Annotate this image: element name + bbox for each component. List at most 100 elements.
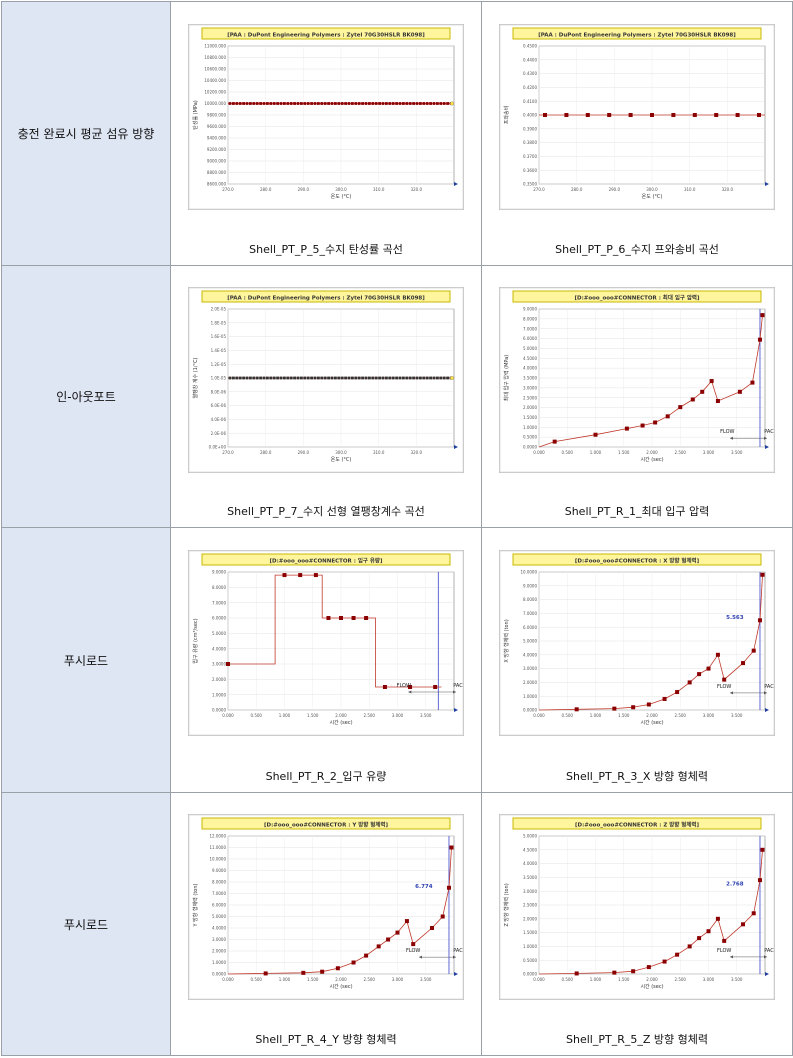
data-point	[357, 376, 361, 379]
series-line	[538, 314, 763, 447]
data-point	[378, 376, 381, 379]
data-point	[296, 101, 300, 105]
data-point	[245, 376, 249, 379]
y-tick-label: 0.4100	[523, 98, 537, 103]
chart-frame-inner	[188, 24, 464, 209]
y-tick-label: 0.4300	[523, 71, 537, 76]
data-point	[330, 376, 334, 379]
x-tick-label: 1.500	[618, 977, 630, 982]
value-annotation: 2.768	[726, 882, 744, 888]
data-point	[327, 101, 330, 105]
x-tick-label: 3.500	[731, 713, 743, 718]
data-point	[252, 376, 256, 379]
phase-arrow-head	[764, 691, 767, 695]
x-axis-label: 시간 (sec)	[640, 983, 663, 990]
data-point	[347, 101, 351, 105]
phase-label: FLOW	[717, 684, 731, 690]
y-axis-label: 탄성률 (MPa)	[192, 100, 199, 130]
data-point	[276, 376, 279, 379]
data-point	[272, 101, 276, 105]
data-point	[412, 101, 415, 105]
data-point	[398, 376, 402, 379]
x-tick-label: 2.000	[335, 713, 347, 718]
y-tick-label: 0.4500	[523, 43, 537, 48]
x-axis-label: 시간 (sec)	[329, 719, 352, 726]
data-point	[351, 960, 356, 965]
y-tick-label: 3.0000	[212, 937, 226, 942]
x-tick-label: 0.500	[562, 977, 574, 982]
table-row: 푸시로드 [D:#ooo_ooo#CONNECTOR : Y 방향 형체력] 12…	[1, 792, 793, 1056]
data-point-end	[450, 375, 454, 380]
x-tick-label: 320.0	[722, 187, 734, 192]
y-tick-label: 4.0000	[523, 365, 537, 370]
data-point	[320, 376, 324, 379]
data-point	[687, 944, 692, 949]
data-point	[272, 376, 276, 379]
y-tick-label: 6.0000	[212, 616, 226, 621]
chart-title: [PAA : DuPont Engineering Polymers : Zyt…	[227, 295, 425, 301]
data-point	[665, 413, 670, 418]
y-tick-label: 0.0000	[523, 972, 537, 977]
data-point	[303, 101, 307, 105]
y-tick-label: 2.0000	[523, 916, 537, 921]
data-point	[326, 616, 331, 620]
x-tick-label: 3.500	[731, 977, 743, 982]
data-point	[293, 376, 296, 379]
phase-arrow-head	[408, 690, 412, 694]
data-point	[334, 101, 337, 105]
y-tick-label: 10.0000	[520, 570, 537, 575]
x-axis-arrow	[454, 708, 458, 712]
y-tick-label: 0.0000	[212, 972, 226, 977]
data-point	[286, 376, 290, 379]
data-point	[323, 101, 327, 105]
data-point	[675, 952, 680, 957]
data-point	[320, 969, 325, 974]
data-point	[631, 705, 636, 710]
data-point	[760, 312, 765, 317]
x-axis-arrow	[765, 708, 769, 712]
y-tick-label: 0.3900	[523, 126, 537, 131]
chart-cell: [D:#ooo_ooo#CONNECTOR : X 방향 형체력] 10.0000…	[481, 527, 793, 793]
data-point	[330, 101, 334, 105]
data-point	[646, 702, 651, 707]
data-point	[419, 101, 422, 105]
x-tick-label: 0.000	[533, 450, 545, 455]
y-tick-label: 10800.000	[204, 55, 226, 60]
data-point	[760, 847, 765, 852]
y-tick-label: 5.0000	[212, 631, 226, 636]
y-tick-label: 9.0000	[523, 306, 537, 311]
x-tick-label: 2.500	[675, 450, 687, 455]
data-point	[238, 101, 242, 105]
data-point	[722, 677, 727, 682]
chart: [D:#ooo_ooo#CONNECTOR : X 방향 형체력] 10.0000…	[499, 550, 775, 736]
data-point	[263, 971, 268, 976]
y-tick-label: 5.0000	[212, 914, 226, 919]
data-point	[249, 376, 252, 379]
y-tick-label: 8800.000	[207, 170, 227, 175]
y-tick-label: 0.3500	[523, 181, 537, 186]
phase-arrow-head	[453, 955, 456, 959]
data-point	[402, 376, 405, 379]
data-point	[692, 112, 697, 117]
chart-caption: Shell_PT_R_4_Y 방향 형체력	[255, 1033, 397, 1046]
chart: [D:#ooo_ooo#CONNECTOR : 최대 입구 압력] 9.0000 8…	[499, 286, 775, 473]
data-point	[368, 101, 371, 105]
data-point	[354, 101, 358, 105]
chart-frame-inner	[499, 24, 775, 209]
chart-title-bar	[512, 817, 762, 830]
data-point	[675, 690, 680, 695]
x-tick-label: 1.000	[590, 713, 602, 718]
phase-label: FLOW	[406, 948, 420, 954]
x-axis-label: 온도 (°C)	[642, 194, 663, 200]
y-tick-label: 9.0000	[212, 868, 226, 873]
data-point	[262, 101, 266, 105]
data-point	[411, 942, 416, 947]
data-point	[436, 376, 439, 379]
x-axis-label: 온도 (°C)	[331, 457, 352, 463]
chart: [PAA : DuPont Engineering Polymers : Zyt…	[499, 23, 775, 210]
data-point	[425, 376, 429, 379]
data-point	[631, 969, 636, 974]
y-tick-label: 3.0000	[523, 889, 537, 894]
y-axis-label: Y 방향 형체력 (ton)	[192, 883, 199, 927]
